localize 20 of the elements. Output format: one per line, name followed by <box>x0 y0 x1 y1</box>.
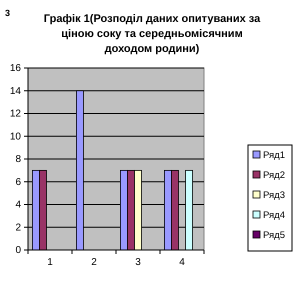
y-tick-label: 12 <box>10 108 22 120</box>
y-tick-label: 16 <box>10 63 22 74</box>
x-tick-label: 4 <box>179 257 186 268</box>
y-tick-label: 0 <box>15 245 22 256</box>
y-tick-label: 6 <box>15 176 22 188</box>
chart-title: Графік 1(Розподіл даних опитуваних за ціною соку та середньомісячним доходом родини) <box>44 13 262 55</box>
y-tick-label: 2 <box>15 222 22 234</box>
text: 3 <box>5 8 10 18</box>
y-tick-label: 10 <box>10 131 22 142</box>
x-tick-label: 2 <box>91 257 98 268</box>
y-tick-label: 14 <box>10 86 22 97</box>
x-tick-label: 3 <box>135 257 142 268</box>
legend-label: Ряд2 <box>263 170 285 181</box>
y-tick-label: 4 <box>15 200 22 211</box>
y-tick-label: 8 <box>15 154 22 166</box>
x-tick-label: 1 <box>47 257 54 268</box>
legend-label: Ряд3 <box>263 190 285 201</box>
legend-label: Ряд4 <box>263 210 285 221</box>
legend-label: Ряд5 <box>263 230 285 241</box>
legend-label: Ряд1 <box>263 150 285 161</box>
